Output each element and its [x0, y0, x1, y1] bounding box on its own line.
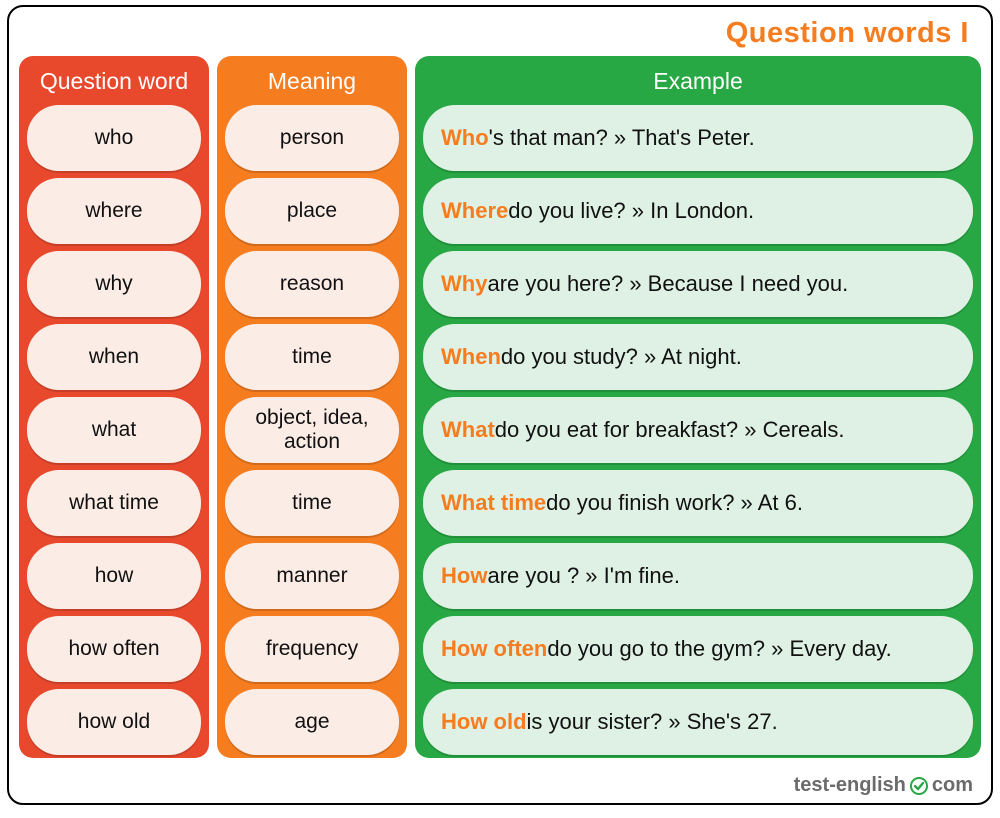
card-frame: Question words I Question word who where… — [7, 5, 993, 805]
cell-text: time — [292, 345, 332, 369]
question-word-stack: who where why when what what time how ho… — [27, 105, 201, 755]
example-cell: How are you ? » I'm fine. — [423, 543, 973, 609]
question-word-cell: what time — [27, 470, 201, 536]
column-header-meaning: Meaning — [225, 66, 399, 105]
cell-text: when — [89, 345, 139, 369]
cell-text: place — [287, 199, 337, 223]
cell-text: manner — [276, 564, 347, 588]
cell-text: frequency — [266, 637, 358, 661]
example-highlight: What time — [441, 490, 546, 515]
meaning-cell: object, idea, action — [225, 397, 399, 463]
example-cell: How often do you go to the gym? » Every … — [423, 616, 973, 682]
example-cell: What time do you finish work? » At 6. — [423, 470, 973, 536]
example-cell: Who's that man? » That's Peter. — [423, 105, 973, 171]
example-rest: do you finish work? » At 6. — [546, 490, 803, 515]
checkmark-icon — [909, 776, 929, 796]
cell-text: how often — [68, 637, 159, 661]
cell-text: what — [92, 418, 136, 442]
example-highlight: Who — [441, 125, 489, 150]
column-header-question-word: Question word — [27, 66, 201, 105]
question-word-cell: what — [27, 397, 201, 463]
example-rest: do you eat for breakfast? » Cereals. — [495, 417, 845, 442]
cell-text: how old — [78, 710, 150, 734]
meaning-cell: frequency — [225, 616, 399, 682]
cell-text: what time — [69, 491, 159, 515]
column-meaning: Meaning person place reason time object,… — [217, 56, 407, 758]
question-word-cell: where — [27, 178, 201, 244]
example-highlight: Why — [441, 271, 487, 296]
footer-left: test-english — [794, 774, 906, 797]
question-word-cell: how — [27, 543, 201, 609]
cell-text: who — [95, 126, 134, 150]
meaning-cell: age — [225, 689, 399, 755]
footer-right: com — [932, 774, 973, 797]
meaning-cell: time — [225, 324, 399, 390]
example-rest: 's that man? » That's Peter. — [489, 125, 755, 150]
example-rest: do you study? » At night. — [501, 344, 742, 369]
cell-text: person — [280, 126, 344, 150]
question-word-cell: who — [27, 105, 201, 171]
example-cell: How old is your sister? » She's 27. — [423, 689, 973, 755]
example-highlight: What — [441, 417, 495, 442]
example-cell: When do you study? » At night. — [423, 324, 973, 390]
column-header-example: Example — [423, 66, 973, 105]
example-rest: are you ? » I'm fine. — [487, 563, 680, 588]
cell-text: time — [292, 491, 332, 515]
example-highlight: How — [441, 563, 487, 588]
meaning-cell: place — [225, 178, 399, 244]
column-question-word: Question word who where why when what wh… — [19, 56, 209, 758]
example-cell: Where do you live? » In London. — [423, 178, 973, 244]
cell-text: reason — [280, 272, 344, 296]
question-word-cell: when — [27, 324, 201, 390]
page-title: Question words I — [19, 15, 981, 56]
example-highlight: When — [441, 344, 501, 369]
example-highlight: How old — [441, 709, 527, 734]
meaning-stack: person place reason time object, idea, a… — [225, 105, 399, 755]
question-word-cell: why — [27, 251, 201, 317]
example-rest: do you live? » In London. — [508, 198, 754, 223]
meaning-cell: person — [225, 105, 399, 171]
example-stack: Who's that man? » That's Peter. Where do… — [423, 105, 973, 755]
meaning-cell: time — [225, 470, 399, 536]
example-rest: is your sister? » She's 27. — [527, 709, 778, 734]
columns-wrapper: Question word who where why when what wh… — [19, 56, 981, 758]
question-word-cell: how old — [27, 689, 201, 755]
column-example: Example Who's that man? » That's Peter. … — [415, 56, 981, 758]
cell-text: age — [294, 710, 329, 734]
cell-text: why — [95, 272, 132, 296]
example-cell: What do you eat for breakfast? » Cereals… — [423, 397, 973, 463]
cell-text: how — [95, 564, 134, 588]
meaning-cell: reason — [225, 251, 399, 317]
example-highlight: How often — [441, 636, 547, 661]
cell-text: where — [85, 199, 142, 223]
cell-text: object, idea, action — [235, 406, 389, 454]
example-rest: do you go to the gym? » Every day. — [547, 636, 891, 661]
example-highlight: Where — [441, 198, 508, 223]
meaning-cell: manner — [225, 543, 399, 609]
example-rest: are you here? » Because I need you. — [487, 271, 848, 296]
example-cell: Why are you here? » Because I need you. — [423, 251, 973, 317]
question-word-cell: how often — [27, 616, 201, 682]
footer-attribution: test-english com — [794, 774, 973, 797]
